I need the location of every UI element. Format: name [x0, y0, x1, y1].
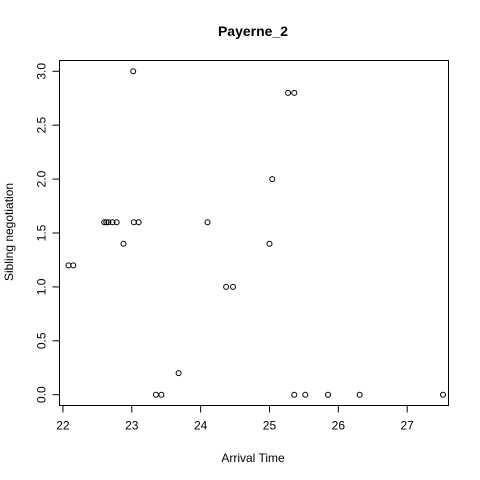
data-point	[70, 262, 77, 269]
data-point	[175, 370, 182, 377]
y-tick-label: 0.5	[35, 332, 49, 349]
chart-title: Payerne_2	[218, 23, 288, 39]
data-point	[158, 391, 165, 398]
data-point	[285, 89, 292, 96]
y-tick-label: 2.0	[35, 170, 49, 187]
x-tick-label: 24	[194, 419, 208, 433]
data-points	[65, 68, 446, 398]
y-tick-label: 2.5	[35, 117, 49, 134]
y-tick-label: 1.0	[35, 278, 49, 295]
data-point	[325, 391, 332, 398]
data-point	[103, 219, 110, 226]
data-point	[223, 283, 230, 290]
x-tick-label: 22	[56, 419, 70, 433]
y-tick-label: 1.5	[35, 224, 49, 241]
y-tick-label: 0.0	[35, 386, 49, 403]
data-point	[101, 219, 108, 226]
data-point	[105, 219, 112, 226]
data-point	[135, 219, 142, 226]
data-point	[109, 219, 116, 226]
data-point	[204, 219, 211, 226]
data-point	[291, 89, 298, 96]
data-point	[302, 391, 309, 398]
data-point	[130, 68, 137, 75]
plot-frame	[59, 60, 449, 406]
data-point	[230, 283, 237, 290]
data-point	[65, 262, 72, 269]
y-tick-label: 3.0	[35, 63, 49, 80]
data-point	[152, 391, 159, 398]
data-point	[356, 391, 363, 398]
data-point	[120, 240, 127, 247]
x-tick-label: 25	[263, 419, 277, 433]
data-point	[266, 240, 273, 247]
x-tick-label: 27	[401, 419, 415, 433]
data-point	[291, 391, 298, 398]
data-point	[130, 219, 137, 226]
y-axis-label: Sibling negotiation	[2, 183, 16, 281]
x-axis-label: Arrival Time	[221, 451, 285, 465]
x-tick-label: 23	[125, 419, 139, 433]
data-point	[113, 219, 120, 226]
data-point	[269, 176, 276, 183]
x-axis: 22 23 24 25 26 27	[56, 405, 415, 433]
y-axis: 0.0 0.5 1.0 1.5 2.0 2.5 3.0	[35, 63, 60, 403]
data-point	[439, 391, 446, 398]
x-tick-label: 26	[332, 419, 346, 433]
